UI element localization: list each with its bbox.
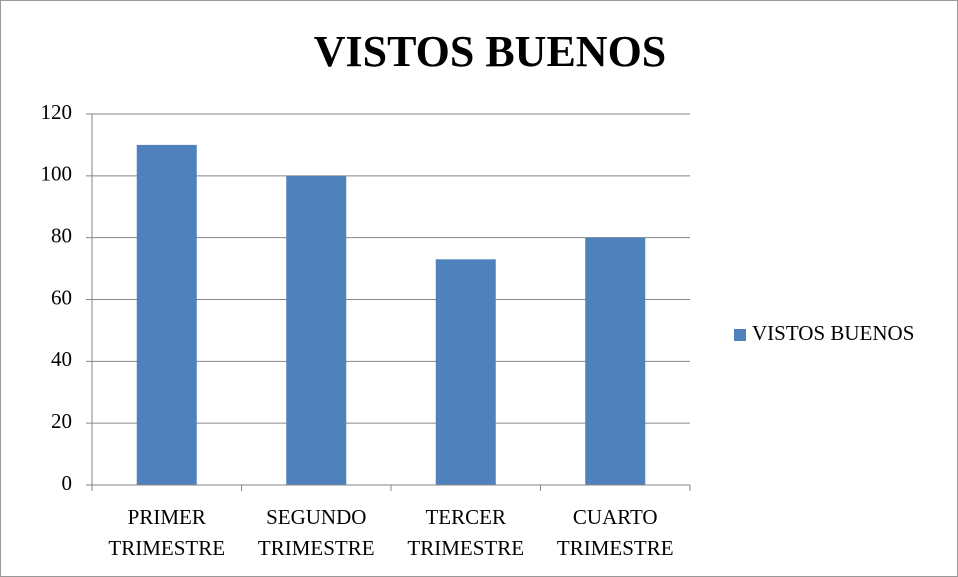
y-tick-label: 40 bbox=[51, 347, 72, 371]
x-tick-label: TERCER TRIMESTRE bbox=[407, 505, 525, 560]
bar bbox=[286, 175, 347, 486]
y-tick-label: 20 bbox=[51, 409, 72, 433]
x-tick-label: CUARTO TRIMESTRE bbox=[556, 505, 674, 560]
bar bbox=[435, 259, 496, 485]
bar bbox=[136, 144, 197, 485]
y-tick-label: 100 bbox=[41, 162, 73, 186]
chart-title: VISTOS BUENOS bbox=[314, 27, 667, 76]
legend-swatch bbox=[734, 329, 746, 341]
x-tick-label: SEGUNDO TRIMESTRE bbox=[257, 505, 375, 560]
y-tick-label: 60 bbox=[51, 285, 72, 309]
y-tick-label: 120 bbox=[41, 100, 73, 124]
y-tick-label: 0 bbox=[62, 471, 73, 495]
x-tick-label: PRIMER TRIMESTRE bbox=[108, 505, 226, 560]
y-tick-label: 80 bbox=[51, 223, 72, 247]
legend-label: VISTOS BUENOS bbox=[752, 321, 914, 345]
bar bbox=[585, 237, 646, 485]
